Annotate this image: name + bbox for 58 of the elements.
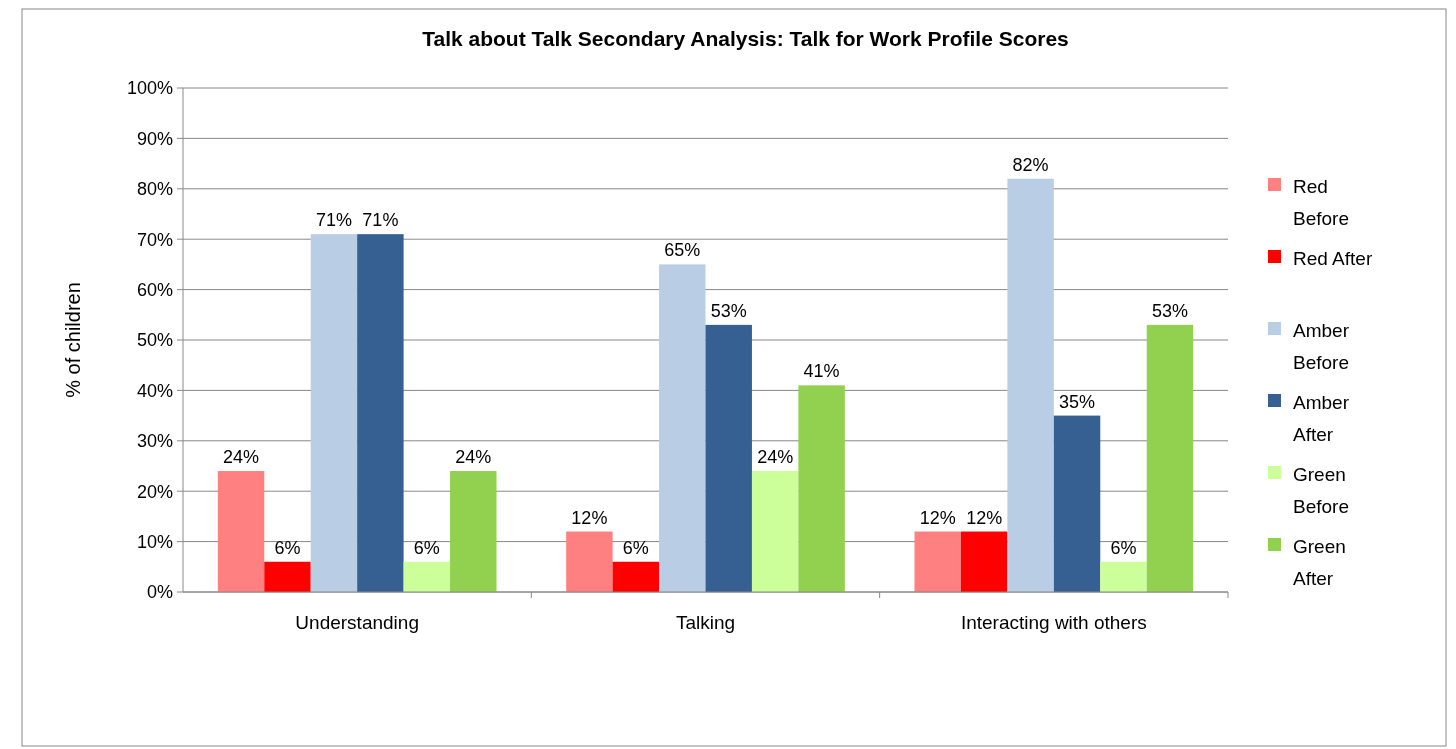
data-label: 35% — [1059, 391, 1096, 412]
data-label: 6% — [622, 537, 649, 558]
legend-label: Amber Before — [1293, 319, 1350, 373]
bar — [1007, 178, 1054, 592]
y-tick-label: 90% — [136, 128, 173, 149]
y-tick-label: 50% — [136, 330, 173, 351]
data-label: 53% — [1151, 300, 1188, 321]
data-label: 65% — [664, 240, 701, 261]
y-tick-label: 100% — [126, 78, 173, 99]
data-label: 6% — [1110, 537, 1137, 558]
data-label: 24% — [455, 447, 492, 468]
data-label: 12% — [919, 507, 956, 528]
legend-label: Red After — [1293, 247, 1373, 269]
bar — [914, 531, 961, 592]
data-label: 6% — [274, 537, 301, 558]
data-label: 71% — [315, 210, 352, 231]
data-label: 82% — [1012, 154, 1049, 175]
bar — [217, 471, 265, 592]
bar — [659, 264, 706, 592]
bar — [612, 561, 660, 592]
bar — [705, 324, 752, 592]
data-label: 12% — [966, 507, 1003, 528]
bar — [1146, 324, 1194, 592]
y-axis-title: % of children — [62, 282, 84, 398]
data-label: 6% — [413, 537, 440, 558]
bar — [403, 561, 451, 592]
data-label: 12% — [571, 507, 608, 528]
legend-label: Green Before — [1293, 463, 1349, 517]
x-tick-label: Interacting with others — [960, 612, 1147, 633]
x-tick-label: Talking — [675, 612, 736, 633]
y-tick-label: 20% — [136, 481, 173, 502]
legend-label: Amber After — [1293, 391, 1350, 445]
bar — [1100, 561, 1147, 592]
y-tick-label: 0% — [146, 582, 173, 603]
data-label: 53% — [710, 300, 747, 321]
y-tick-label: 80% — [136, 179, 173, 200]
legend-label: Green After — [1293, 535, 1346, 589]
bar — [1053, 415, 1101, 592]
x-tick-label: Understanding — [295, 612, 419, 633]
bar — [450, 471, 497, 592]
legend-label: Red Before — [1293, 175, 1349, 229]
bar — [357, 234, 404, 592]
bar — [264, 561, 311, 592]
chart-title: Talk about Talk Secondary Analysis: Talk for Work Profile Scores — [422, 27, 1069, 50]
data-label: 41% — [803, 361, 840, 382]
bar — [960, 531, 1008, 592]
y-tick-label: 70% — [136, 229, 173, 250]
bar — [310, 234, 358, 592]
y-tick-label: 10% — [136, 531, 173, 552]
bar — [566, 531, 613, 592]
data-label: 24% — [757, 447, 794, 468]
bar — [751, 471, 799, 592]
y-tick-label: 60% — [136, 279, 173, 300]
bar — [798, 385, 845, 592]
data-label: 24% — [223, 447, 260, 468]
data-label: 71% — [362, 210, 399, 231]
y-tick-label: 30% — [136, 431, 173, 452]
y-tick-label: 40% — [136, 380, 173, 401]
